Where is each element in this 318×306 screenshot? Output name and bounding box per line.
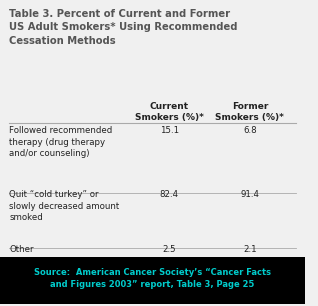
Text: Followed recommended
therapy (drug therapy
and/or counseling): Followed recommended therapy (drug thera… [9, 126, 112, 158]
Text: 82.4: 82.4 [160, 190, 179, 199]
Text: 2.1: 2.1 [243, 245, 257, 254]
FancyBboxPatch shape [0, 257, 305, 304]
Text: Former
Smokers (%)*: Former Smokers (%)* [215, 102, 284, 122]
Text: Current
Smokers (%)*: Current Smokers (%)* [135, 102, 204, 122]
Text: 2.5: 2.5 [162, 245, 176, 254]
Text: Other: Other [9, 245, 34, 254]
Text: 6.8: 6.8 [243, 126, 257, 135]
Text: Quit “cold turkey” or
slowly decreased amount
smoked: Quit “cold turkey” or slowly decreased a… [9, 190, 119, 222]
Text: *Weighted percents are age-adjusted; data for the analyses were
derived from the: *Weighted percents are age-adjusted; dat… [9, 279, 261, 300]
Text: Table 3. Percent of Current and Former
US Adult Smokers* Using Recommended
Cessa: Table 3. Percent of Current and Former U… [9, 9, 238, 46]
Text: Source:  American Cancer Society’s “Cancer Facts
and Figures 2003” report, Table: Source: American Cancer Society’s “Cance… [34, 268, 271, 289]
Text: 15.1: 15.1 [160, 126, 179, 135]
Text: 91.4: 91.4 [240, 190, 259, 199]
